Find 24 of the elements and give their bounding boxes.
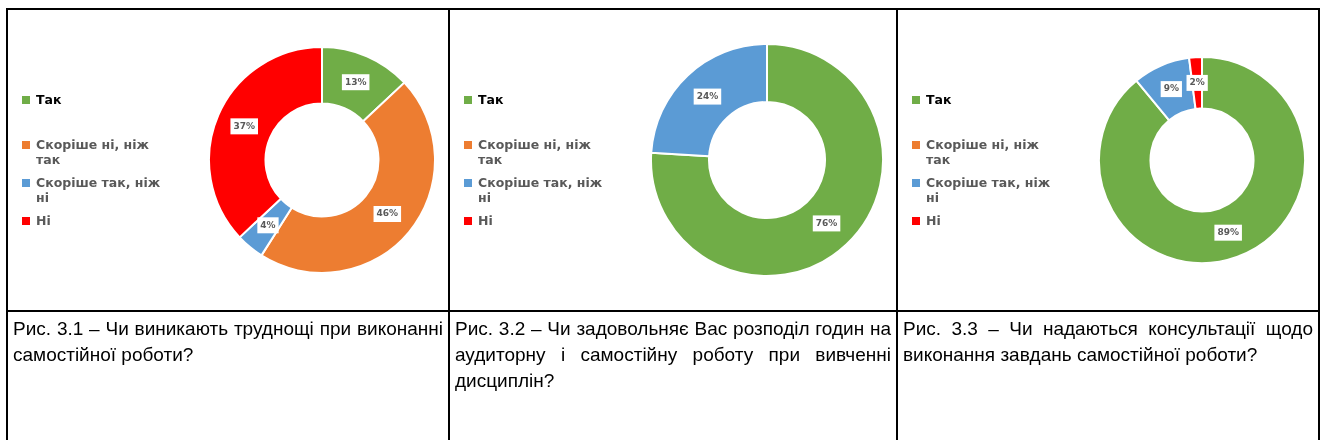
legend-label: Ні [926, 213, 941, 228]
legend-label: Ні [36, 213, 51, 228]
data-label: 4% [260, 219, 276, 230]
legend-label: Скоріше так, ніж ні [478, 175, 604, 205]
legend-label: Скоріше ні, ніж так [926, 137, 1040, 167]
data-label: 2% [1189, 77, 1205, 88]
data-label: 89% [1217, 227, 1239, 238]
legend-label: Так [926, 92, 952, 107]
legend-label: Так [478, 92, 504, 107]
legend-label: Так [36, 92, 62, 107]
text: Рис. 3.3 – Чи надаються консультації щодо виконання завдань самостійної роботи? [902, 317, 1314, 367]
data-label: 37% [233, 120, 255, 131]
data-label: 24% [696, 90, 719, 101]
legend-label: Ні [478, 213, 493, 228]
data-label: 13% [344, 76, 367, 87]
legend-label: Скоріше ні, ніж так [478, 137, 592, 167]
legend-label: Скоріше так, ніж ні [926, 175, 1052, 205]
legend-label: Скоріше так, ніж ні [36, 175, 162, 205]
legend-label: Скоріше ні, ніж так [36, 137, 150, 167]
data-label: 9% [1163, 83, 1179, 94]
text: Рис. 3.1 – Чи виникають труднощі при виконанні самостійної роботи? [12, 317, 444, 367]
data-label: 46% [376, 208, 399, 219]
text: Рис. 3.2 – Чи задовольняє Вас розподіл годин на аудиторну і самостійну роботу при вивченні дисциплін? [454, 317, 892, 393]
data-label: 76% [815, 217, 838, 228]
